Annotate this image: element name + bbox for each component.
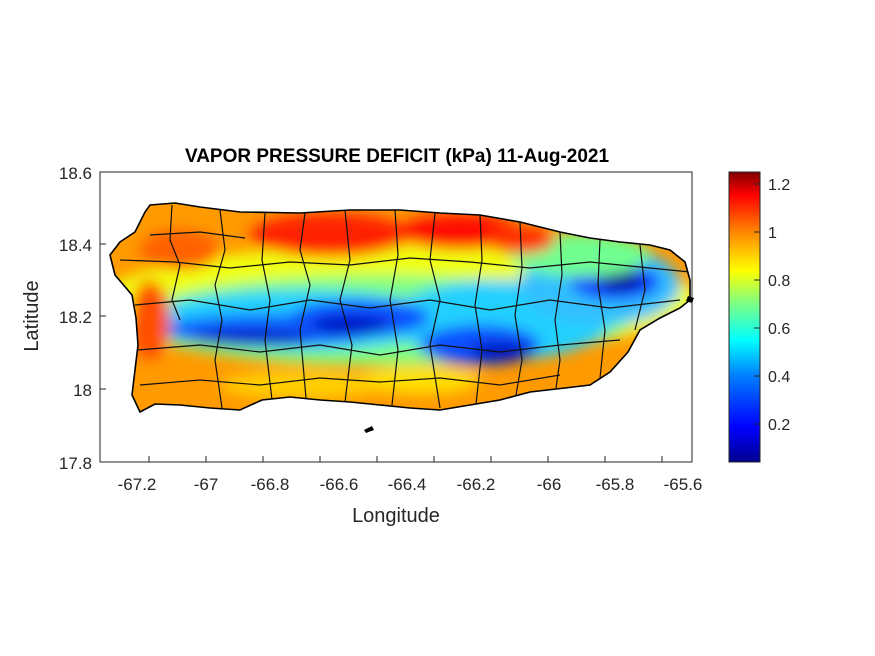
- colorbar: [728, 171, 761, 463]
- y-axis-label: Latitude: [21, 280, 43, 351]
- colorbar-ticks: [754, 183, 760, 425]
- colorbar-tick-label: 0.2: [768, 417, 790, 434]
- x-tick-label: -65.6: [664, 475, 703, 494]
- municipal-boundaries: [119, 204, 690, 409]
- y-tick-label: 18.6: [59, 164, 92, 183]
- y-tick-label: 17.8: [59, 454, 92, 473]
- y-tick-label: 18.4: [59, 236, 92, 255]
- colorbar-tick-label: 0.8: [768, 273, 790, 290]
- x-tick-label: -66.4: [388, 475, 427, 494]
- y-tick-label: 18.2: [59, 308, 92, 327]
- colorbar-tick-label: 1: [768, 225, 777, 242]
- x-tick-label: -66: [537, 475, 562, 494]
- y-tick-label: 18: [73, 381, 92, 400]
- colorbar-tick-label: 1.2: [768, 177, 790, 194]
- x-tick-label: -65.8: [596, 475, 635, 494]
- chart-title: VAPOR PRESSURE DEFICIT (kPa) 11-Aug-2021: [185, 146, 610, 167]
- x-axis-label: Longitude: [352, 505, 440, 527]
- x-tick-label: -66.8: [251, 475, 290, 494]
- x-axis: [148, 456, 663, 462]
- x-tick-label: -66.6: [320, 475, 359, 494]
- colorbar-tick-label: 0.6: [768, 321, 790, 338]
- small-island-south: [364, 426, 374, 433]
- colorbar-tick-label: 0.4: [768, 369, 790, 386]
- x-tick-label: -67.2: [118, 475, 157, 494]
- x-tick-label: -67: [194, 475, 219, 494]
- small-island-east: [686, 296, 694, 303]
- x-tick-label: -66.2: [457, 475, 496, 494]
- y-axis: [100, 243, 106, 390]
